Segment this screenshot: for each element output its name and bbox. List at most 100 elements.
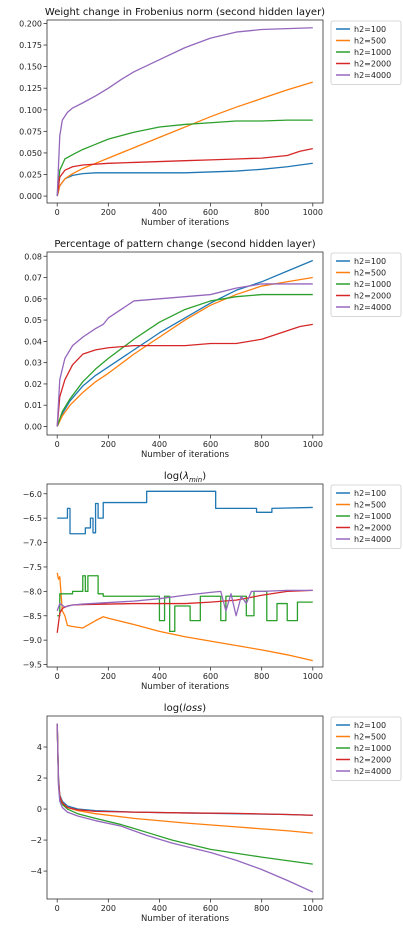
y-tick-label: −9.0 bbox=[23, 636, 42, 645]
legend-entry: h2=4000 bbox=[354, 535, 391, 544]
series-line-h2-500 bbox=[56, 276, 313, 427]
x-tick-label: 800 bbox=[254, 440, 269, 449]
legend-entry: h2=2000 bbox=[354, 756, 391, 765]
x-tick-label: 400 bbox=[152, 672, 167, 681]
y-tick-label: −9.5 bbox=[23, 661, 42, 670]
x-tick-label: 200 bbox=[101, 208, 116, 217]
y-tick-label: −8.0 bbox=[23, 587, 42, 596]
legend-entry: h2=100 bbox=[354, 25, 386, 34]
chart-title: Weight change in Frobenius norm (second … bbox=[45, 7, 325, 18]
legend-box bbox=[330, 716, 402, 781]
legend-box bbox=[330, 484, 402, 549]
chart-title: log(loss) bbox=[164, 703, 206, 714]
x-axis-label: Number of iterations bbox=[141, 218, 230, 228]
y-tick-label: 0.075 bbox=[19, 127, 42, 136]
plot-frame bbox=[46, 251, 324, 436]
legend-box bbox=[330, 20, 402, 85]
y-tick-label: 4 bbox=[37, 743, 42, 752]
legend-entry: h2=2000 bbox=[354, 292, 391, 301]
series-line-h2-1000 bbox=[56, 293, 313, 427]
x-tick-label: 600 bbox=[203, 904, 218, 913]
legend-box bbox=[330, 252, 402, 317]
chart-panel-1: Weight change in Frobenius norm (second … bbox=[19, 7, 402, 228]
y-tick-label: 0.175 bbox=[19, 41, 42, 50]
plot-frame bbox=[46, 19, 324, 204]
x-tick-label: 400 bbox=[152, 208, 167, 217]
series-line-h2-500 bbox=[56, 723, 313, 834]
series-line-h2-500 bbox=[56, 81, 313, 197]
y-tick-label: 2 bbox=[37, 774, 42, 783]
y-tick-label: 0.01 bbox=[24, 401, 42, 410]
series-line-h2-2000 bbox=[56, 323, 313, 427]
y-tick-label: −2 bbox=[30, 836, 42, 845]
x-tick-label: 1000 bbox=[303, 904, 323, 913]
series-line-h2-4000 bbox=[56, 283, 313, 427]
y-tick-label: 0.150 bbox=[19, 63, 42, 72]
legend-entry: h2=2000 bbox=[354, 524, 391, 533]
x-tick-label: 400 bbox=[152, 440, 167, 449]
chart-panel-3: log(λmin) 0 200 400 600 800 1000 −9.5 −9.0 −8.5 −8… bbox=[23, 471, 402, 692]
legend-entry: h2=1000 bbox=[354, 48, 391, 57]
x-tick-label: 1000 bbox=[303, 208, 323, 217]
x-tick-label: 0 bbox=[55, 208, 60, 217]
x-tick-label: 600 bbox=[203, 440, 218, 449]
title-math: loss bbox=[183, 703, 202, 714]
y-tick-label: 0.08 bbox=[24, 252, 42, 261]
y-tick-label: 0.000 bbox=[19, 192, 42, 201]
y-tick-label: 0.00 bbox=[24, 422, 42, 431]
y-tick-label: 0.100 bbox=[19, 106, 42, 115]
x-axis-label: Number of iterations bbox=[141, 450, 230, 460]
x-tick-label: 800 bbox=[254, 904, 269, 913]
legend-entry: h2=100 bbox=[354, 721, 386, 730]
y-tick-label: −4 bbox=[30, 867, 42, 876]
y-tick-label: 0.06 bbox=[24, 295, 42, 304]
legend-entry: h2=1000 bbox=[354, 744, 391, 753]
series-line-h2-100 bbox=[56, 259, 314, 427]
x-tick-label: 600 bbox=[203, 672, 218, 681]
series-line-h2-100 bbox=[56, 723, 313, 816]
y-tick-label: 0.05 bbox=[24, 316, 42, 325]
y-tick-label: 0.200 bbox=[19, 19, 42, 28]
legend-entry: h2=500 bbox=[354, 501, 386, 510]
y-tick-label: 0.02 bbox=[24, 380, 42, 389]
series-line-h2-4000 bbox=[56, 589, 313, 617]
legend-entry: h2=4000 bbox=[354, 303, 391, 312]
legend-entry: h2=100 bbox=[354, 489, 386, 498]
y-tick-label: 0 bbox=[37, 805, 42, 814]
title-end: ) bbox=[202, 471, 206, 482]
y-tick-label: −6.0 bbox=[23, 490, 42, 499]
legend-entry: h2=500 bbox=[354, 37, 386, 46]
y-tick-label: −7.5 bbox=[23, 563, 42, 572]
series-line-h2-1000 bbox=[56, 119, 313, 197]
series-line-h2-500 bbox=[56, 572, 313, 662]
y-tick-label: 0.050 bbox=[19, 149, 42, 158]
chart-panel-2: Percentage of pattern change (second hid… bbox=[24, 239, 402, 460]
series-line-h2-2000 bbox=[56, 723, 313, 816]
chart-title: Percentage of pattern change (second hid… bbox=[54, 239, 315, 250]
legend-entry: h2=1000 bbox=[354, 512, 391, 521]
series-line-h2-1000 bbox=[57, 575, 313, 633]
x-tick-label: 600 bbox=[203, 208, 218, 217]
chart-panel-4: log(loss) 0 200 400 600 800 1000 −4 −2 0 2 4 Number … bbox=[30, 703, 402, 924]
x-tick-label: 200 bbox=[101, 904, 116, 913]
x-tick-label: 1000 bbox=[303, 440, 323, 449]
x-tick-label: 400 bbox=[152, 904, 167, 913]
plot-frame bbox=[46, 715, 324, 900]
x-axis-label: Number of iterations bbox=[141, 682, 230, 692]
legend-entry: h2=500 bbox=[354, 269, 386, 278]
x-tick-label: 800 bbox=[254, 672, 269, 681]
title-subscript: min bbox=[189, 476, 202, 484]
legend-entry: h2=4000 bbox=[354, 767, 391, 776]
x-tick-label: 0 bbox=[55, 904, 60, 913]
x-tick-label: 800 bbox=[254, 208, 269, 217]
legend-entry: h2=1000 bbox=[354, 280, 391, 289]
title-end: ) bbox=[202, 703, 206, 714]
legend-entry: h2=4000 bbox=[354, 71, 391, 80]
series-line-h2-2000 bbox=[56, 589, 313, 633]
y-tick-label: 0.07 bbox=[24, 274, 42, 283]
y-tick-label: 0.125 bbox=[19, 84, 42, 93]
legend-entry: h2=2000 bbox=[354, 60, 391, 69]
y-tick-label: 0.03 bbox=[24, 359, 42, 368]
y-tick-label: 0.025 bbox=[19, 171, 42, 180]
y-tick-label: −6.5 bbox=[23, 514, 42, 523]
